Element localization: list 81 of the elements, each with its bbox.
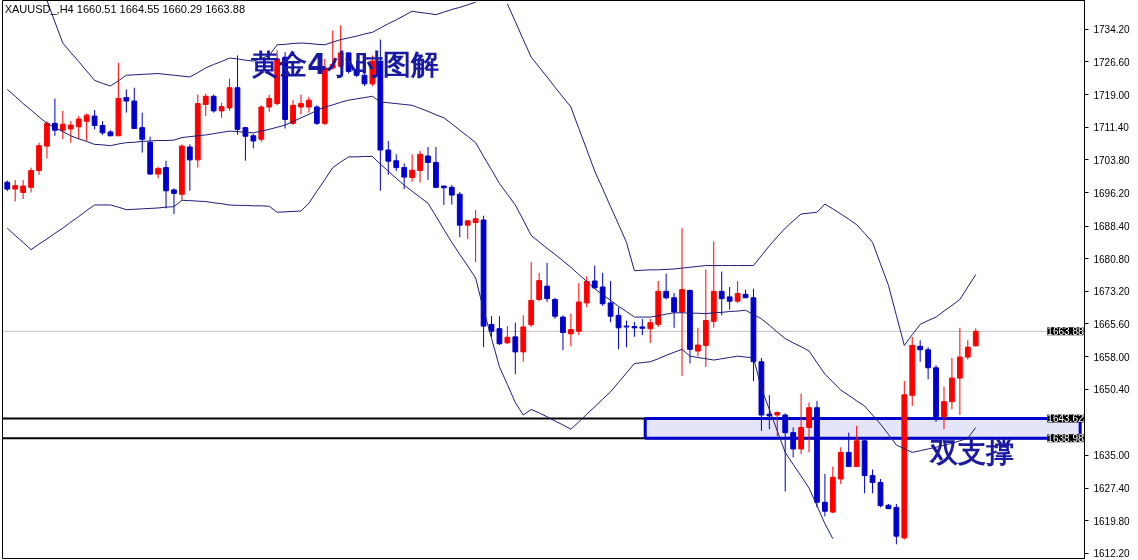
candlestick: [583, 275, 590, 308]
candlestick: [845, 432, 852, 468]
candlestick: [139, 112, 146, 154]
candlestick: [226, 78, 233, 112]
candlestick: [425, 146, 431, 181]
candlestick: [782, 412, 789, 492]
candlestick: [964, 339, 971, 361]
candlestick: [298, 94, 304, 115]
candlestick: [544, 262, 550, 303]
candlestick: [409, 153, 415, 183]
candlestick: [385, 140, 392, 176]
candlestick: [186, 143, 193, 192]
y-tick-label: 1635.00: [1093, 450, 1131, 462]
y-tick-label: 1719.00: [1093, 89, 1131, 101]
candlestick: [941, 386, 947, 430]
candlestick: [726, 286, 733, 311]
candlestick: [464, 219, 471, 240]
y-tick-label: 1734.20: [1093, 24, 1131, 36]
candlestick: [401, 162, 408, 190]
candlestick: [83, 112, 90, 142]
candlestick: [599, 272, 606, 307]
y-tick-label: 1688.40: [1093, 221, 1131, 233]
candlestick: [734, 280, 741, 304]
candlestick: [67, 120, 74, 144]
candlestick: [306, 96, 312, 114]
candlestick: [210, 94, 217, 114]
candlestick: [536, 272, 543, 302]
y-tick-label: 1665.60: [1093, 318, 1131, 330]
candlestick: [790, 426, 797, 459]
candlestick: [671, 292, 677, 329]
y-tick-label: 1673.20: [1093, 286, 1131, 298]
candlestick: [822, 473, 828, 517]
y-tick-label: 1680.80: [1093, 253, 1131, 265]
candlestick: [202, 93, 209, 117]
candlestick: [568, 313, 574, 347]
y-tick-label: 1627.40: [1093, 483, 1131, 495]
candlestick: [448, 184, 455, 206]
y-tick-label: 1726.60: [1093, 56, 1131, 68]
line-series: [6, 155, 834, 540]
candlestick: [806, 402, 812, 453]
candlestick: [12, 179, 19, 203]
candlestick: [774, 411, 781, 437]
candlestick: [163, 160, 169, 209]
candlestick: [647, 318, 654, 344]
candlestick: [44, 120, 50, 160]
candlestick: [59, 110, 66, 140]
candlestick: [798, 393, 804, 455]
ref-line-label: 1638.98: [1047, 433, 1084, 445]
candlestick: [949, 357, 955, 410]
ref-line-label: 1663.88: [1047, 326, 1084, 338]
candlestick: [512, 322, 519, 375]
candlestick: [552, 297, 558, 320]
candlestick: [123, 88, 130, 114]
annotation: 双支撑: [928, 435, 1014, 469]
candlestick: [417, 150, 423, 184]
y-tick-label: 1696.20: [1093, 187, 1131, 199]
candlestick: [679, 227, 685, 377]
candlestick: [28, 167, 34, 194]
chart-title: XAUUSD_,H4 1660.51 1664.55 1660.29 1663.88: [4, 3, 246, 16]
y-tick-label: 1650.40: [1093, 384, 1131, 396]
candlestick: [20, 179, 27, 200]
candlestick: [440, 185, 447, 206]
candlestick: [663, 273, 670, 300]
candlestick: [695, 327, 701, 357]
candlestick: [171, 187, 177, 215]
candlestick: [290, 99, 296, 126]
y-tick-label: 1711.40: [1093, 122, 1130, 134]
candlestick: [560, 314, 566, 351]
candlestick: [75, 115, 82, 140]
candlestick: [766, 394, 773, 430]
ref-line-label: 1643.62: [1047, 413, 1084, 425]
candlestick: [472, 209, 479, 263]
y-tick-label: 1658.00: [1093, 351, 1131, 363]
y-tick-label: 1619.80: [1093, 515, 1131, 527]
candlestick: [956, 327, 963, 416]
candlestick: [917, 339, 924, 363]
candlestick: [718, 271, 725, 316]
y-tick-label: 1703.80: [1093, 154, 1131, 166]
candlestick: [925, 346, 931, 380]
y-tick-label: 1612.20: [1093, 548, 1131, 560]
candlestick: [972, 327, 979, 348]
